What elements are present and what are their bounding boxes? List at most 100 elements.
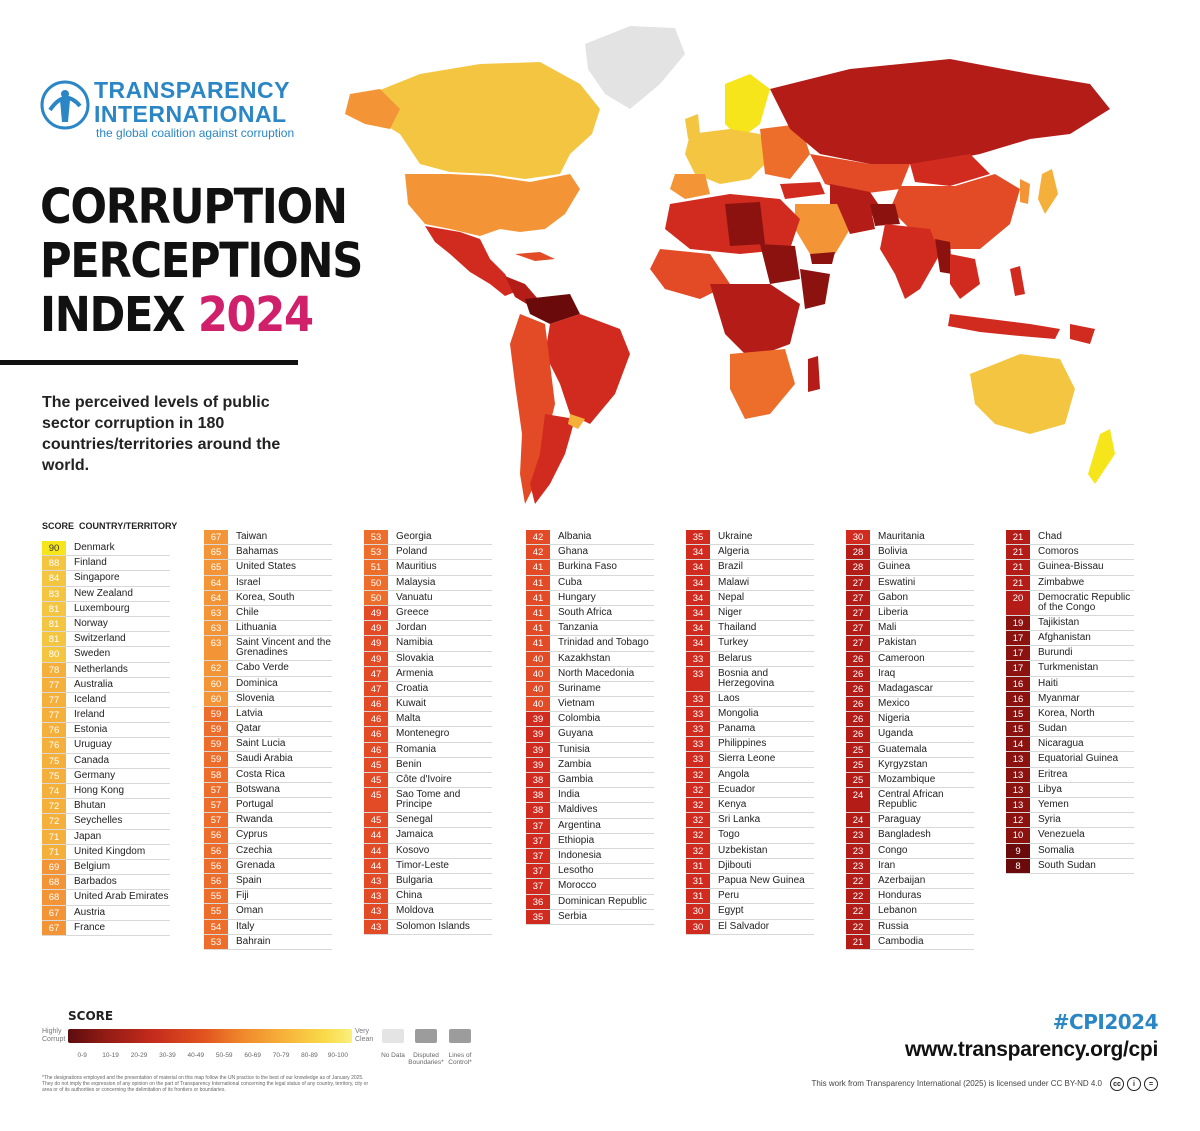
score-cell: 56 <box>204 873 228 889</box>
table-row: 81 Luxembourg <box>42 601 170 617</box>
score-cell: 41 <box>526 621 550 636</box>
table-header: SCORE COUNTRY/TERRITORY <box>42 521 177 531</box>
table-row: 57 Rwanda <box>204 813 332 829</box>
country-cell: Costa Rica <box>236 768 285 780</box>
score-cell: 72 <box>42 814 66 829</box>
table-row: 81 Switzerland <box>42 632 170 648</box>
country-cell: Malta <box>396 713 421 725</box>
table-row: 67 Taiwan <box>204 530 332 546</box>
legend-range-label: 60-69 <box>244 1052 261 1059</box>
country-cell: Saint Lucia <box>236 738 286 750</box>
country-cell: Cameroon <box>878 652 925 664</box>
score-column-2: 67 Taiwan 65 Bahamas 65 United States 64 Israel… <box>204 530 332 950</box>
legend-range-label: 40-49 <box>187 1052 205 1059</box>
table-row: 46 Kuwait <box>364 697 492 713</box>
score-cell: 37 <box>526 818 550 833</box>
country-cell: Saint Vincent and the Grenadines <box>236 637 331 659</box>
score-cell: 57 <box>204 798 228 813</box>
table-row: 47 Croatia <box>364 681 492 698</box>
country-cell: Turkmenistan <box>1038 662 1099 674</box>
country-cell: Korea, South <box>236 591 295 603</box>
country-cell: Kyrgyzstan <box>878 758 928 770</box>
table-row: 34 Malawi <box>686 575 814 591</box>
table-row: 76 Uruguay <box>42 738 170 754</box>
score-cell: 38 <box>526 773 550 788</box>
score-cell: 32 <box>686 828 710 843</box>
map-canada <box>370 62 600 179</box>
score-cell: 64 <box>204 590 228 605</box>
score-cell: 22 <box>846 904 870 919</box>
country-cell: Laos <box>718 692 740 704</box>
country-cell: Tanzania <box>558 622 599 634</box>
country-cell: Poland <box>396 546 428 558</box>
country-cell: Burkina Faso <box>558 561 617 573</box>
country-cell: Namibia <box>396 637 433 649</box>
table-row: 68 Barbados <box>42 875 170 891</box>
table-row: 22 Lebanon <box>846 904 974 920</box>
table-row: 24 Paraguay <box>846 813 974 829</box>
score-cell: 40 <box>526 697 550 712</box>
score-cell: 47 <box>364 666 388 681</box>
score-cell: 32 <box>686 767 710 782</box>
table-row: 15 Sudan <box>1006 722 1134 738</box>
score-cell: 55 <box>204 904 228 919</box>
table-row: 56 Grenada <box>204 858 332 874</box>
country-cell: Montenegro <box>396 728 450 740</box>
country-cell: Equatorial Guinea <box>1038 753 1119 765</box>
table-row: 22 Honduras <box>846 889 974 905</box>
table-row: 77 Australia <box>42 677 170 693</box>
table-row: 53 Poland <box>364 545 492 561</box>
table-row: 40 Suriname <box>526 681 654 698</box>
score-cell: 71 <box>42 844 66 859</box>
table-row: 45 Sao Tome and Principe <box>364 788 492 814</box>
map-afghanistan <box>870 204 900 226</box>
table-row: 33 Bosnia and Herzegovina <box>686 666 814 692</box>
table-row: 59 Saint Lucia <box>204 737 332 753</box>
country-cell: Sao Tome and Principe <box>396 789 461 811</box>
country-header: COUNTRY/TERRITORY <box>79 521 178 531</box>
country-cell: Afghanistan <box>1038 631 1091 643</box>
table-row: 22 Russia <box>846 919 974 935</box>
legend-range-label: 90-100 <box>327 1052 348 1059</box>
table-row: 75 Canada <box>42 753 170 769</box>
country-cell: Kuwait <box>396 698 427 710</box>
legend-range-label: 80-89 <box>301 1052 318 1059</box>
country-cell: Bahrain <box>236 935 271 947</box>
map-japan <box>1038 169 1058 214</box>
score-cell: 34 <box>686 605 710 621</box>
table-row: 32 Angola <box>686 767 814 783</box>
table-row: 53 Georgia <box>364 530 492 546</box>
table-row: 41 Burkina Faso <box>526 560 654 576</box>
score-cell: 41 <box>526 560 550 575</box>
table-row: 37 Lesotho <box>526 864 654 880</box>
country-cell: Brazil <box>718 561 744 573</box>
country-cell: Kosovo <box>396 844 430 856</box>
score-cell: 21 <box>1006 530 1030 545</box>
website-link[interactable]: www.transparency.org/cpi <box>904 1038 1158 1061</box>
country-cell: Sudan <box>1038 723 1067 735</box>
score-cell: 54 <box>204 919 228 934</box>
table-row: 35 Serbia <box>526 909 654 925</box>
table-row: 30 Mauritania <box>846 530 974 546</box>
score-cell: 49 <box>364 605 388 621</box>
score-cell: 81 <box>42 632 66 647</box>
score-cell: 19 <box>1006 615 1030 630</box>
country-cell: Suriname <box>558 682 601 694</box>
score-cell: 42 <box>526 545 550 560</box>
country-cell: Burundi <box>1038 647 1073 659</box>
legend-title: SCORE <box>68 1009 114 1023</box>
score-cell: 59 <box>204 722 228 737</box>
score-cell: 71 <box>42 829 66 844</box>
table-row: 8 South Sudan <box>1006 858 1134 874</box>
country-cell: Sierra Leone <box>718 753 776 765</box>
score-cell: 8 <box>1006 858 1030 873</box>
country-cell: Norway <box>74 617 108 629</box>
map-yemen <box>810 252 835 264</box>
country-cell: Bhutan <box>74 800 106 812</box>
score-cell: 26 <box>846 651 870 666</box>
table-row: 33 Philippines <box>686 737 814 753</box>
table-row: 10 Venezuela <box>1006 828 1134 844</box>
country-cell: Singapore <box>74 572 120 584</box>
table-row: 13 Equatorial Guinea <box>1006 752 1134 768</box>
table-row: 39 Colombia <box>526 712 654 728</box>
